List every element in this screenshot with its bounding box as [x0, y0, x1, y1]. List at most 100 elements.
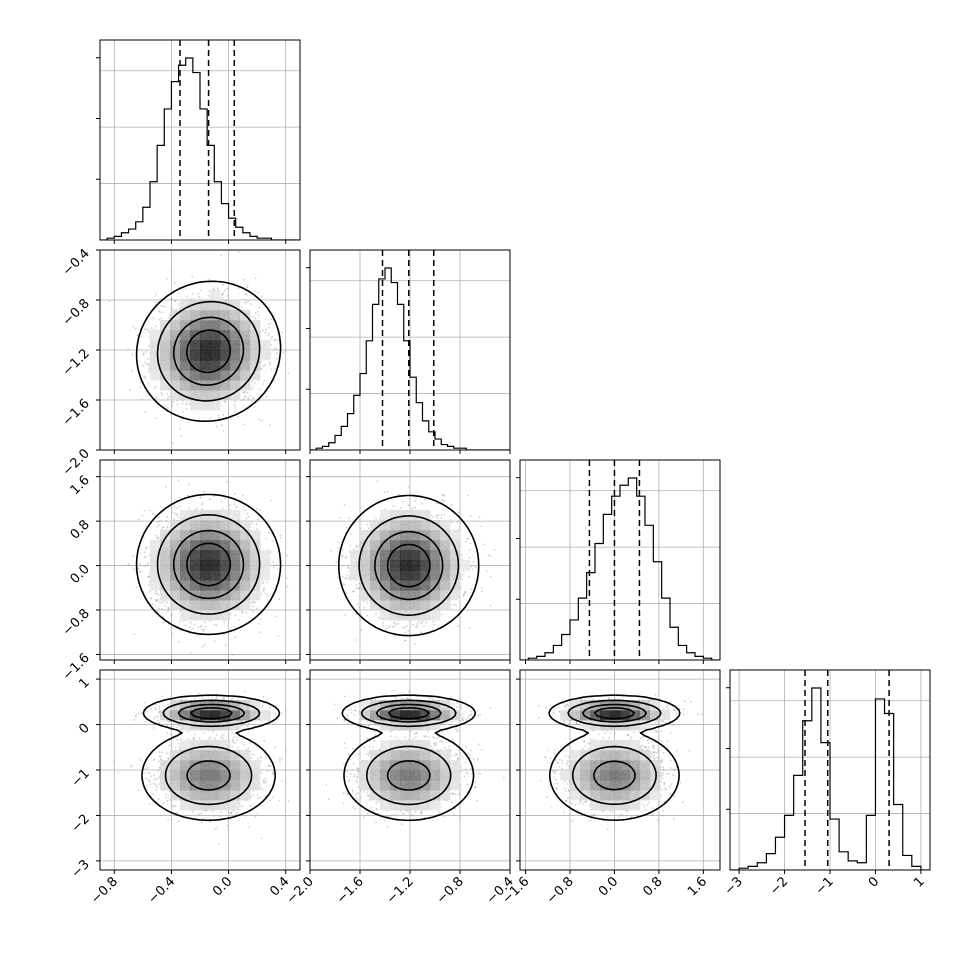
density-cell	[160, 340, 171, 351]
density-cell	[160, 380, 171, 391]
density-cell	[240, 330, 251, 341]
density-cell	[190, 300, 201, 311]
sample-point	[132, 555, 135, 558]
sample-point	[267, 532, 270, 534]
sample-point	[285, 576, 288, 579]
density-cell	[210, 300, 221, 311]
pair-content	[100, 250, 303, 450]
sample-point	[173, 518, 175, 521]
sample-point	[160, 305, 163, 307]
density-cell	[210, 290, 221, 301]
histogram-panel-1	[306, 249, 511, 454]
sample-point	[242, 391, 245, 394]
sample-point	[178, 427, 181, 430]
sample-point	[226, 287, 228, 290]
sample-point	[171, 298, 173, 300]
density-cell	[200, 330, 211, 341]
sample-point	[131, 354, 134, 356]
sample-point	[216, 287, 219, 290]
sample-point	[161, 527, 164, 529]
density-cell	[170, 390, 181, 401]
sample-point	[221, 293, 224, 296]
sample-point	[265, 329, 267, 331]
sample-point	[246, 512, 249, 515]
sample-point	[177, 641, 180, 643]
sample-point	[268, 332, 271, 335]
sample-point	[159, 311, 161, 313]
sample-point	[244, 390, 247, 393]
sample-point	[147, 328, 150, 331]
density-cell	[200, 400, 211, 411]
sample-point	[168, 316, 170, 319]
sample-point	[140, 335, 143, 338]
sample-point	[272, 339, 275, 341]
sample-point	[250, 400, 253, 403]
sample-point	[193, 623, 196, 626]
sample-point	[278, 598, 281, 601]
sample-point	[145, 525, 148, 527]
sample-point	[244, 395, 247, 398]
sample-point	[234, 410, 237, 413]
density-cell	[160, 330, 171, 341]
sample-point	[143, 375, 145, 377]
sample-point	[265, 396, 267, 398]
sample-point	[249, 303, 252, 305]
sample-point	[237, 287, 240, 290]
sample-point	[176, 403, 179, 406]
sample-point	[269, 364, 272, 367]
sample-point	[247, 300, 249, 303]
histogram-panel-3	[726, 669, 931, 874]
sample-point	[240, 399, 243, 402]
density-cell	[260, 340, 271, 351]
sample-point	[148, 331, 150, 334]
sample-point	[151, 512, 154, 515]
sample-point	[207, 278, 210, 281]
density-cell	[200, 300, 211, 311]
sample-point	[148, 368, 151, 371]
sample-point	[255, 523, 258, 526]
density-cell	[250, 370, 261, 381]
sample-point	[244, 396, 246, 399]
sample-point	[257, 314, 260, 316]
density-cell	[210, 310, 221, 321]
sample-point	[269, 424, 271, 427]
sample-point	[185, 407, 188, 410]
sample-point	[253, 406, 256, 408]
density-cell	[190, 350, 201, 361]
sample-point	[235, 506, 238, 509]
sample-point	[146, 564, 149, 567]
sample-point	[261, 295, 264, 298]
sample-point	[269, 322, 272, 325]
sample-point	[143, 556, 146, 559]
density-cell	[240, 370, 251, 381]
sample-point	[251, 380, 254, 383]
density-cell	[200, 390, 211, 401]
sample-point	[176, 507, 179, 510]
density-cell	[210, 330, 221, 341]
sample-point	[137, 567, 140, 570]
sample-point	[221, 507, 224, 510]
sample-point	[146, 328, 148, 331]
sample-point	[264, 331, 267, 334]
density-cell	[210, 360, 221, 371]
sample-point	[261, 582, 264, 585]
sample-point	[148, 584, 150, 586]
density-cell	[250, 360, 261, 371]
sample-point	[166, 525, 169, 528]
sample-point	[145, 351, 148, 353]
density-cell	[160, 320, 171, 331]
sample-point	[255, 607, 258, 610]
sample-point	[186, 296, 189, 298]
sample-point	[258, 418, 261, 421]
sample-point	[201, 503, 203, 506]
density-cell	[170, 360, 181, 371]
sample-point	[182, 411, 185, 413]
sample-point	[207, 295, 210, 297]
sample-point	[270, 499, 272, 502]
sample-point	[238, 618, 241, 621]
panel-frame	[99, 39, 301, 241]
sample-point	[262, 383, 264, 385]
sample-point	[148, 575, 151, 578]
sample-point	[271, 335, 274, 338]
sample-point	[301, 291, 303, 293]
